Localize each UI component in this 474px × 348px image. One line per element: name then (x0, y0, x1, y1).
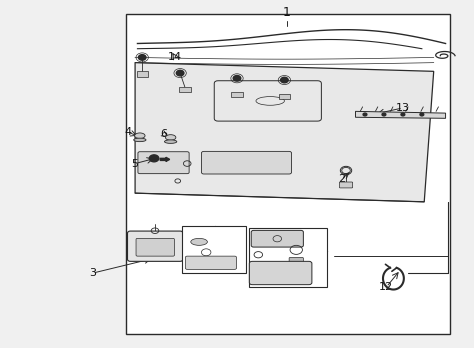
FancyBboxPatch shape (339, 182, 353, 188)
Bar (231, 92, 243, 97)
Circle shape (281, 77, 288, 83)
Polygon shape (135, 63, 434, 202)
FancyBboxPatch shape (214, 81, 321, 121)
Ellipse shape (165, 135, 176, 140)
Ellipse shape (135, 133, 145, 139)
Circle shape (149, 155, 159, 162)
Bar (279, 94, 290, 99)
Circle shape (176, 70, 184, 76)
FancyBboxPatch shape (201, 151, 292, 174)
Bar (179, 87, 191, 92)
FancyBboxPatch shape (136, 238, 174, 256)
Ellipse shape (134, 138, 146, 142)
FancyBboxPatch shape (128, 231, 183, 261)
Circle shape (363, 113, 367, 116)
Text: 14: 14 (168, 53, 182, 62)
Circle shape (233, 76, 241, 81)
FancyBboxPatch shape (289, 258, 303, 262)
Ellipse shape (164, 140, 177, 143)
Text: 1: 1 (283, 6, 291, 19)
Ellipse shape (256, 97, 284, 105)
Text: 6: 6 (160, 129, 167, 139)
FancyBboxPatch shape (251, 230, 303, 247)
Circle shape (420, 113, 424, 116)
FancyBboxPatch shape (249, 261, 312, 285)
Text: 13: 13 (396, 103, 410, 113)
Bar (249, 228, 327, 287)
Polygon shape (356, 111, 446, 118)
Circle shape (138, 55, 146, 60)
Bar (182, 226, 246, 273)
Bar (137, 71, 148, 77)
Text: 7: 7 (321, 251, 328, 261)
Text: 10: 10 (282, 279, 296, 288)
Text: 5: 5 (132, 159, 138, 168)
Text: 8: 8 (259, 235, 267, 245)
Text: 12: 12 (379, 282, 393, 292)
Bar (126, 14, 450, 334)
Text: 3: 3 (89, 268, 96, 278)
Text: 2: 2 (337, 174, 345, 184)
FancyArrow shape (160, 157, 170, 161)
Text: 15: 15 (213, 234, 228, 243)
Circle shape (382, 113, 386, 116)
Text: 9: 9 (297, 251, 305, 261)
Circle shape (401, 113, 405, 116)
FancyBboxPatch shape (185, 256, 237, 269)
Text: 4: 4 (124, 127, 132, 137)
FancyBboxPatch shape (138, 152, 189, 174)
Ellipse shape (191, 238, 207, 245)
Text: 11: 11 (251, 254, 265, 264)
